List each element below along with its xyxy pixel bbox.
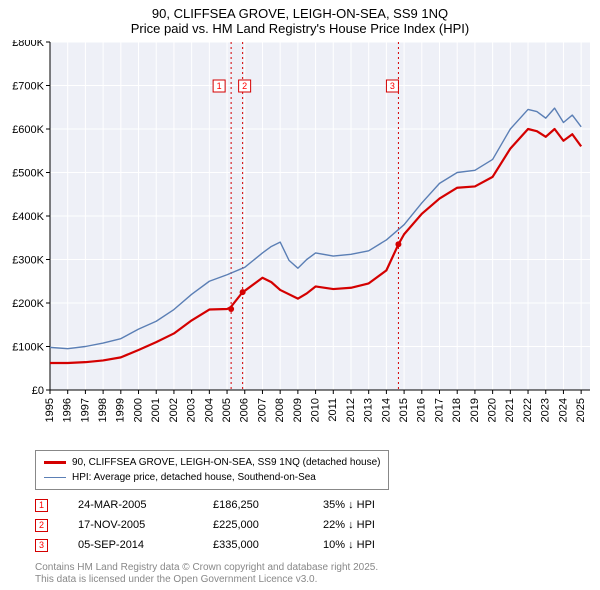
footer-attribution: Contains HM Land Registry data © Crown c…: [35, 562, 378, 586]
footer-line2: This data is licensed under the Open Gov…: [35, 574, 378, 586]
sale-date: 24-MAR-2005: [78, 499, 213, 511]
svg-text:£200K: £200K: [12, 298, 44, 310]
svg-text:£700K: £700K: [12, 81, 44, 93]
sale-marker-icon: 1: [35, 499, 48, 512]
sale-marker-icon: 2: [35, 519, 48, 532]
svg-text:2011: 2011: [327, 398, 339, 422]
svg-text:2009: 2009: [292, 398, 304, 422]
svg-text:£100K: £100K: [12, 342, 44, 354]
sale-hpi-note: 35% ↓ HPI: [323, 499, 433, 511]
legend-swatch: [44, 461, 66, 463]
legend-label: HPI: Average price, detached house, Sout…: [72, 470, 316, 485]
svg-text:2019: 2019: [469, 398, 481, 422]
sale-hpi-note: 10% ↓ HPI: [323, 539, 433, 551]
svg-text:1998: 1998: [97, 398, 109, 422]
sale-hpi-note: 22% ↓ HPI: [323, 519, 433, 531]
svg-text:£500K: £500K: [12, 168, 44, 180]
sale-price: £335,000: [213, 539, 323, 551]
svg-text:2023: 2023: [540, 398, 552, 422]
svg-text:2012: 2012: [345, 398, 357, 422]
svg-text:2006: 2006: [239, 398, 251, 422]
svg-text:£600K: £600K: [12, 124, 44, 136]
sale-price: £225,000: [213, 519, 323, 531]
svg-text:1997: 1997: [79, 398, 91, 422]
svg-text:2005: 2005: [221, 398, 233, 422]
svg-text:£0: £0: [32, 385, 44, 397]
chart-area: £0 £100K £200K £300K £400K £500K £600K £700K £80…: [0, 40, 600, 435]
svg-text:2014: 2014: [380, 398, 392, 422]
sale-marker-icon: 3: [35, 539, 48, 552]
svg-text:2008: 2008: [274, 398, 286, 422]
legend-label: 90, CLIFFSEA GROVE, LEIGH-ON-SEA, SS9 1N…: [72, 455, 380, 470]
sale-date: 17-NOV-2005: [78, 519, 213, 531]
svg-text:2020: 2020: [487, 398, 499, 422]
svg-text:2021: 2021: [504, 398, 516, 422]
legend: 90, CLIFFSEA GROVE, LEIGH-ON-SEA, SS9 1N…: [35, 450, 389, 490]
svg-text:2022: 2022: [522, 398, 534, 422]
svg-text:2: 2: [242, 81, 247, 91]
svg-text:£300K: £300K: [12, 255, 44, 267]
sales-row: 3 05-SEP-2014£335,00010% ↓ HPI: [35, 535, 433, 555]
title-address: 90, CLIFFSEA GROVE, LEIGH-ON-SEA, SS9 1N…: [0, 6, 600, 21]
svg-text:£800K: £800K: [12, 40, 44, 49]
title-subtitle: Price paid vs. HM Land Registry's House …: [0, 21, 600, 36]
legend-row: HPI: Average price, detached house, Sout…: [44, 470, 380, 485]
svg-text:1996: 1996: [62, 398, 74, 422]
footer-line1: Contains HM Land Registry data © Crown c…: [35, 562, 378, 574]
svg-text:£400K: £400K: [12, 211, 44, 223]
legend-row: 90, CLIFFSEA GROVE, LEIGH-ON-SEA, SS9 1N…: [44, 455, 380, 470]
svg-text:2004: 2004: [203, 398, 215, 422]
svg-text:1995: 1995: [44, 398, 56, 422]
svg-text:2010: 2010: [309, 398, 321, 422]
svg-text:2016: 2016: [416, 398, 428, 422]
svg-text:2002: 2002: [168, 398, 180, 422]
sales-row: 2 17-NOV-2005£225,00022% ↓ HPI: [35, 515, 433, 535]
svg-text:2015: 2015: [398, 398, 410, 422]
svg-text:3: 3: [390, 81, 395, 91]
svg-text:2000: 2000: [132, 398, 144, 422]
svg-text:2018: 2018: [451, 398, 463, 422]
svg-text:2007: 2007: [256, 398, 268, 422]
svg-text:1999: 1999: [115, 398, 127, 422]
svg-text:2001: 2001: [150, 398, 162, 422]
sales-table: 1 24-MAR-2005£186,25035% ↓ HPI 2 17-NOV-200…: [35, 495, 433, 555]
svg-text:2013: 2013: [363, 398, 375, 422]
svg-text:2017: 2017: [433, 398, 445, 422]
svg-text:2024: 2024: [557, 398, 569, 422]
legend-swatch: [44, 477, 66, 478]
svg-text:1: 1: [217, 81, 222, 91]
sales-row: 1 24-MAR-2005£186,25035% ↓ HPI: [35, 495, 433, 515]
sale-date: 05-SEP-2014: [78, 539, 213, 551]
sale-price: £186,250: [213, 499, 323, 511]
svg-text:2025: 2025: [575, 398, 587, 422]
svg-text:2003: 2003: [186, 398, 198, 422]
